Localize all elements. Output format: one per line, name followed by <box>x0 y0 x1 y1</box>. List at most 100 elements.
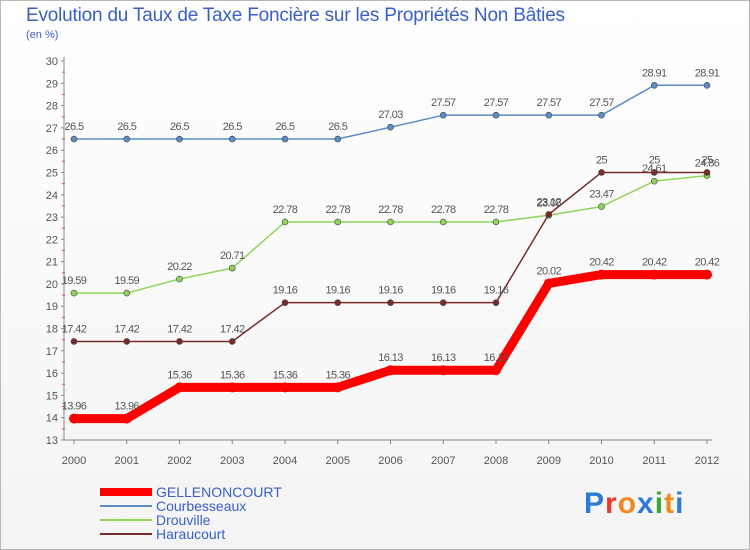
logo-letter: t <box>664 487 676 520</box>
data-point <box>332 382 343 393</box>
data-point <box>703 82 711 89</box>
data-label: 20.71 <box>220 250 245 262</box>
y-tick-label: 20 <box>46 279 58 291</box>
data-label: 20.02 <box>536 265 561 277</box>
data-point <box>70 289 78 297</box>
y-tick-label: 25 <box>46 167 58 179</box>
x-tick-label: 2007 <box>431 455 455 467</box>
data-label: 20.42 <box>695 257 720 269</box>
data-point <box>598 169 605 176</box>
y-tick-label: 28 <box>46 101 58 113</box>
data-label: 19.16 <box>325 285 350 297</box>
x-tick-label: 2008 <box>484 455 508 467</box>
x-tick-label: 2012 <box>695 455 719 467</box>
data-label: 24.61 <box>642 163 667 175</box>
data-point <box>228 135 236 143</box>
proxiti-logo: Proxiti <box>584 487 684 521</box>
data-label: 19.59 <box>62 275 87 287</box>
y-tick-label: 15 <box>46 390 58 402</box>
data-label: 26.5 <box>64 121 83 133</box>
y-tick-label: 17 <box>46 346 58 358</box>
logo-letter: x <box>637 487 655 520</box>
data-label: 17.42 <box>220 323 245 335</box>
data-label: 16.13 <box>484 352 509 364</box>
x-tick-label: 2001 <box>115 455 139 467</box>
data-point <box>176 338 183 345</box>
data-label: 22.78 <box>484 204 509 216</box>
data-point <box>387 299 394 306</box>
data-point <box>438 365 449 376</box>
legend-item: GELLENONCOURT <box>100 485 282 499</box>
y-tick-label: 19 <box>46 301 58 313</box>
data-point <box>543 278 554 289</box>
data-label: 25 <box>701 154 713 166</box>
data-point <box>334 135 342 143</box>
data-point <box>492 218 500 226</box>
x-tick-label: 2000 <box>62 455 86 467</box>
data-label: 22.78 <box>273 204 298 216</box>
data-point <box>227 382 238 393</box>
data-label: 20.42 <box>642 257 667 269</box>
data-point <box>703 169 711 176</box>
data-label: 19.16 <box>273 285 298 297</box>
data-label: 27.57 <box>484 97 509 109</box>
data-label: 27.57 <box>536 97 561 109</box>
data-label: 26.5 <box>117 121 136 133</box>
y-tick-label: 16 <box>46 368 58 380</box>
data-point <box>545 211 553 218</box>
data-point <box>281 135 289 143</box>
data-point <box>439 299 447 306</box>
y-tick-label: 30 <box>46 56 58 68</box>
data-point <box>492 111 500 119</box>
data-label: 28.91 <box>695 67 720 79</box>
data-point <box>123 289 131 297</box>
x-tick-label: 2003 <box>220 455 244 467</box>
data-point <box>174 382 185 393</box>
data-point <box>650 169 658 176</box>
data-label: 27.57 <box>431 97 456 109</box>
data-point <box>70 135 78 143</box>
data-point <box>491 365 501 376</box>
data-point <box>69 413 79 424</box>
legend-label: Haraucourt <box>156 526 226 542</box>
data-point <box>702 269 712 280</box>
data-point <box>439 111 447 119</box>
data-label: 17.42 <box>114 323 139 335</box>
x-tick-label: 2006 <box>378 455 402 467</box>
legend-swatch <box>100 488 152 496</box>
data-point <box>385 365 396 376</box>
data-point <box>228 264 236 272</box>
data-point <box>598 111 605 119</box>
legend-label: GELLENONCOURT <box>156 484 282 500</box>
legend: GELLENONCOURT Courbesseaux Drouville Harauc… <box>100 485 282 541</box>
data-point <box>387 123 394 131</box>
y-tick-label: 27 <box>46 123 58 135</box>
y-tick-label: 21 <box>46 257 58 269</box>
data-point <box>545 111 553 119</box>
data-point <box>334 299 342 306</box>
legend-swatch <box>100 533 152 535</box>
data-point <box>123 338 131 345</box>
data-label: 16.13 <box>378 352 403 364</box>
data-label: 13.96 <box>62 401 87 413</box>
data-label: 22.78 <box>378 204 403 216</box>
data-point <box>281 299 289 306</box>
data-label: 15.36 <box>273 369 298 381</box>
data-label: 26.5 <box>275 121 294 133</box>
legend-label: Drouville <box>156 512 211 528</box>
data-point <box>176 135 183 143</box>
legend-item: Haraucourt <box>100 527 282 541</box>
data-label: 22.78 <box>325 204 350 216</box>
data-point <box>598 203 605 210</box>
data-label: 23.12 <box>536 196 561 208</box>
data-label: 28.91 <box>642 67 667 79</box>
data-label: 15.36 <box>220 369 245 381</box>
data-label: 19.16 <box>431 285 456 297</box>
x-tick-label: 2009 <box>537 455 561 467</box>
data-point <box>387 218 394 226</box>
data-label: 25 <box>596 154 608 166</box>
y-tick-label: 22 <box>46 234 58 246</box>
data-point <box>123 135 131 143</box>
y-tick-label: 24 <box>46 190 58 202</box>
